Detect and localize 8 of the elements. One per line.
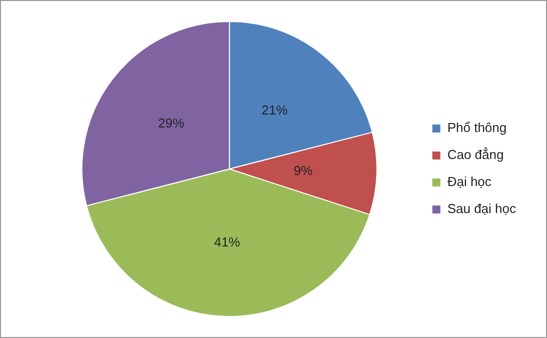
- legend-label: Đại học: [447, 174, 492, 190]
- data-label: 9%: [294, 162, 313, 178]
- data-label: 29%: [158, 115, 185, 130]
- data-label: 41%: [214, 234, 241, 250]
- legend-label: Phổ thông: [447, 120, 507, 136]
- legend-label: Cao đẳng: [447, 147, 504, 162]
- data-label: 21%: [262, 102, 288, 118]
- legend-label: Sau đại học: [447, 201, 516, 216]
